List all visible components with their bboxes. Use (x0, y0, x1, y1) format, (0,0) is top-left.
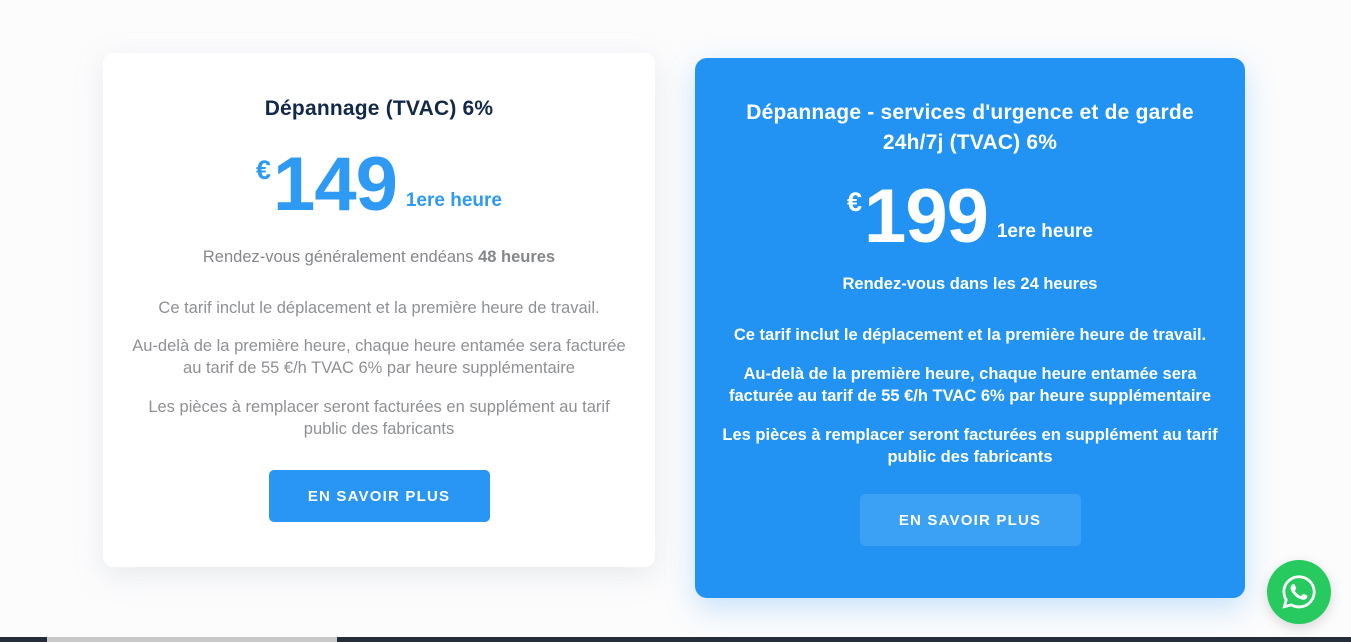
card-title: Dépannage (TVAC) 6% (264, 97, 494, 120)
whatsapp-button[interactable] (1267, 560, 1331, 624)
parts-paragraph: Les pièces à remplacer seront facturées … (722, 425, 1218, 466)
appointment-text: Rendez-vous généralement endéans (202, 247, 479, 266)
horizontal-scrollbar-track[interactable] (0, 637, 1351, 642)
parts-paragraph: Les pièces à remplacer seront facturées … (148, 397, 610, 438)
learn-more-button-urgent[interactable]: EN SAVOIR PLUS (859, 494, 1081, 547)
extra-hour-paragraph: Au-delà de la première heure, chaque heu… (132, 337, 626, 378)
currency-symbol: € (256, 155, 272, 185)
appointment-text: Rendez-vous (842, 275, 950, 294)
pricing-card-urgent: Dépannage - services d'urgence et de gar… (695, 58, 1245, 598)
currency-symbol: € (847, 186, 863, 217)
tariff-paragraph: Ce tarif inclut le déplacement et la pre… (158, 298, 600, 317)
appointment-delay: dans les 24 heures (949, 275, 1098, 294)
learn-more-button-standard[interactable]: EN SAVOIR PLUS (268, 470, 490, 523)
pricing-card-standard: Dépannage (TVAC) 6% € 149 1ere heure Ren… (103, 53, 655, 567)
price-unit-label: 1ere heure (405, 189, 502, 211)
tariff-paragraph: Ce tarif inclut le déplacement et la pre… (733, 326, 1207, 345)
price-unit-label: 1ere heure (996, 221, 1093, 243)
appointment-line: Rendez-vous généralement endéans 48 heur… (203, 248, 555, 267)
whatsapp-icon (1280, 573, 1318, 611)
horizontal-scrollbar-thumb[interactable] (47, 637, 337, 642)
appointment-line: Rendez-vous dans les 24 heures (843, 275, 1098, 294)
price-value: 199 (864, 173, 989, 259)
price-block: € 199 1ere heure (847, 173, 1093, 259)
price-value: 149 (273, 142, 398, 227)
price-block: € 149 1ere heure (256, 142, 502, 227)
appointment-delay: 48 heures (478, 247, 556, 266)
card-title: Dépannage - services d'urgence et de gar… (746, 101, 1194, 155)
extra-hour-paragraph: Au-delà de la première heure, chaque heu… (728, 365, 1211, 405)
